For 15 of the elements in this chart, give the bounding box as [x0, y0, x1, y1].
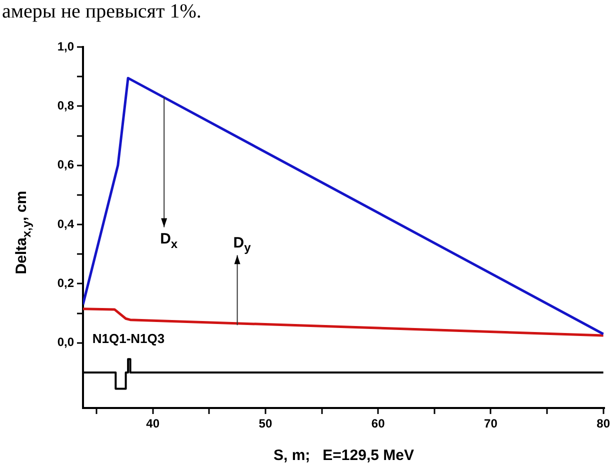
y-tick-label: 0,6	[57, 158, 74, 172]
text: амеры не превысят 1%.	[2, 0, 202, 22]
annotation: N1Q1-N1Q3	[92, 330, 165, 346]
y-tick-label: 0,4	[57, 216, 74, 231]
y-tick-label: 0,0	[57, 335, 74, 350]
x-tick-label: 60	[371, 416, 386, 431]
x-tick-label: 80	[596, 416, 610, 431]
y-tick-label: 0,8	[57, 98, 74, 112]
y-axis-title: Deltax,y, cm	[13, 190, 34, 274]
x-tick-label: 50	[258, 416, 272, 431]
y-tick-label: 0,2	[57, 276, 74, 290]
x-axis-title: S, m; E=129,5 MeV	[273, 447, 414, 464]
y-tick-label: 1,0	[57, 39, 74, 54]
x-tick-label: 70	[484, 416, 498, 431]
x-tick-label: 40	[146, 416, 160, 431]
